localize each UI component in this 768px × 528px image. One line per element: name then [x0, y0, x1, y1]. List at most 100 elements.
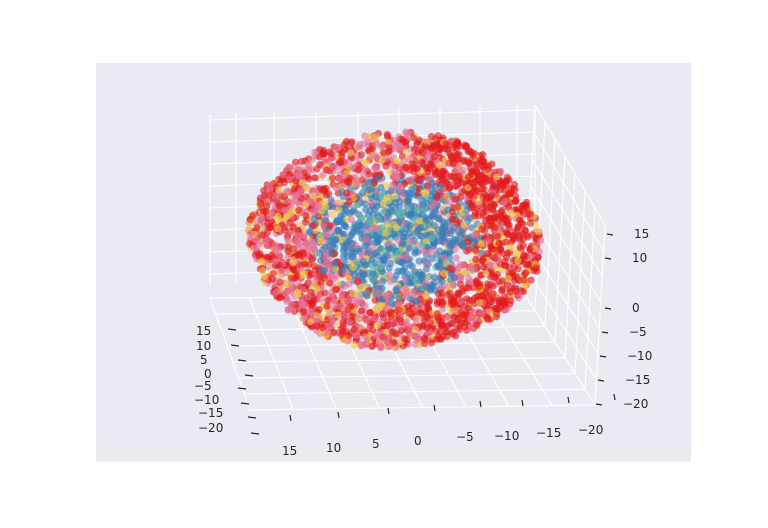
scatter-point [390, 167, 399, 176]
scatter-point [271, 257, 279, 265]
scatter-point [348, 253, 356, 261]
scatter-point [295, 171, 303, 179]
scatter-point [453, 182, 461, 190]
scatter-point [465, 297, 473, 305]
scatter-point [368, 244, 376, 252]
scatter-point [355, 222, 363, 230]
scatter-point [272, 191, 280, 200]
scatter-point [302, 212, 310, 220]
scatter-point [523, 282, 531, 290]
scatter-point [403, 132, 411, 140]
scatter-point [502, 238, 510, 246]
grid-line-right-horizontal [534, 104, 606, 226]
scatter-point [434, 214, 442, 222]
scatter-point [408, 310, 416, 318]
scatter-point [504, 274, 512, 282]
z-tick-mark [599, 355, 607, 358]
scatter-point [307, 270, 315, 278]
scatter-point [448, 265, 456, 274]
scatter-point [423, 313, 432, 321]
scatter-point [315, 306, 323, 314]
scatter-point [407, 237, 415, 246]
scatter-point [454, 155, 462, 163]
scatter-point [419, 200, 427, 208]
scatter-point [388, 208, 396, 216]
scatter-point [460, 221, 468, 229]
scatter-point [497, 296, 505, 304]
z-tick-mark [604, 257, 612, 260]
grid-line-floor [238, 373, 576, 379]
z-tick-mark [606, 233, 614, 236]
scatter-point [484, 237, 492, 245]
scatter-point [357, 151, 365, 159]
scatter-point [326, 221, 334, 230]
scatter-point [288, 198, 296, 206]
scatter-point [475, 283, 483, 291]
scatter-point [372, 224, 380, 233]
scatter-point [253, 224, 261, 232]
y-tick-label: 0 [414, 434, 422, 448]
x-tick-label: 10 [196, 339, 211, 353]
scatter-point [419, 247, 427, 255]
scatter-point [514, 257, 522, 265]
x-tick-mark [247, 416, 257, 419]
scatter-point [461, 268, 469, 277]
y-tick-label: 15 [282, 444, 297, 458]
scatter-point [304, 160, 312, 169]
scatter-point [372, 165, 380, 173]
scatter-point [324, 296, 332, 304]
scatter-point [319, 324, 327, 332]
y-tick-mark [337, 411, 340, 419]
scatter-point [313, 322, 321, 330]
scatter-point [366, 308, 374, 317]
scatter-points [244, 128, 545, 352]
scatter-point [534, 253, 542, 261]
scatter-point [342, 223, 350, 231]
scatter-point [475, 299, 483, 307]
scatter-point [432, 141, 440, 149]
scatter-point [267, 223, 275, 232]
scatter-point [395, 203, 403, 211]
scatter-point [348, 163, 356, 171]
scatter-point [465, 146, 473, 155]
scatter-point [397, 211, 405, 219]
scatter-point [372, 140, 380, 148]
scatter-point [362, 206, 370, 214]
scatter-point [358, 214, 366, 222]
scatter-point [357, 307, 366, 315]
scatter-point [361, 302, 369, 310]
scatter-point [282, 189, 290, 197]
scatter-point [495, 239, 503, 247]
scatter-point [315, 272, 324, 280]
scatter-point [325, 279, 334, 287]
scatter-point [420, 334, 429, 342]
x-tick-label: −5 [194, 379, 212, 393]
scatter-point [409, 288, 417, 296]
scatter-point [428, 339, 436, 347]
scatter-point [357, 341, 365, 350]
scatter-point [310, 280, 318, 288]
scatter-point [343, 137, 351, 145]
scatter-point [473, 293, 481, 301]
scatter-point [320, 222, 328, 230]
scatter-point [468, 314, 476, 322]
scatter-point [293, 272, 301, 280]
scatter-point [403, 148, 411, 156]
scatter-point [483, 313, 491, 321]
scatter-point [246, 230, 254, 238]
scatter-point [363, 249, 372, 257]
scatter-point [275, 180, 284, 188]
scatter-point [493, 173, 501, 181]
scatter-point [317, 237, 325, 245]
scatter-point [423, 324, 431, 332]
scatter-point [321, 266, 329, 274]
scatter-point [258, 257, 266, 265]
scatter-point [362, 235, 370, 243]
scatter-point [354, 288, 362, 297]
grid-line-floor [524, 294, 596, 406]
scatter-point [497, 167, 505, 175]
x-tick-mark [244, 374, 254, 377]
scatter-point [304, 293, 312, 301]
scatter-point [494, 232, 502, 240]
scatter-point [527, 276, 535, 284]
